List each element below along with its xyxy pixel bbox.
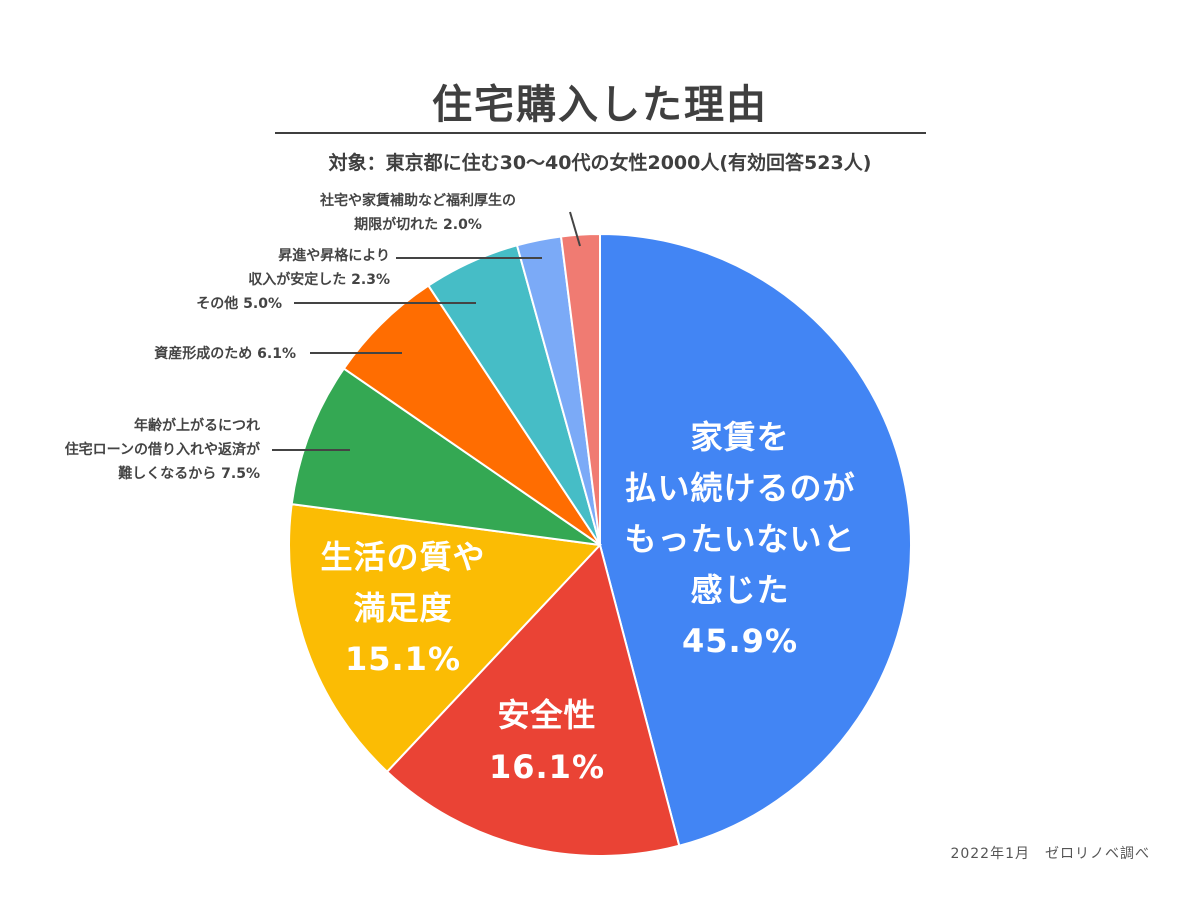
slice-age-loan [290, 367, 601, 546]
label-safety: 安全性 16.1% [489, 696, 605, 786]
label-rent-waste: 家賃を払い続けるのがもったいないと感じた 45.9% [624, 418, 855, 660]
chart-subtitle: 対象：東京都に住む30〜40代の女性2000人(有効回答523人) [328, 152, 872, 174]
label-rent-waste-line: 払い続けるのが [624, 469, 855, 507]
slice-rent-waste [599, 232, 912, 847]
slice-safety [385, 542, 681, 857]
label-housing-benefit-line: 社宅や家賃補助など福利厚生の [319, 192, 516, 209]
label-quality-of-life: 生活の質や満足度 15.1% [320, 538, 485, 678]
label-other: その他 5.0% [196, 295, 282, 312]
leader-housing-benefit [569, 211, 581, 247]
label-age-loan-line: 年齢が上がるにつれ [134, 417, 260, 434]
label-quality-of-life-line: 満足度 [353, 589, 452, 627]
label-age-loan-line: 住宅ローンの借り入れや返済が [65, 441, 261, 458]
slice-housing-benefit [559, 232, 601, 546]
label-rent-waste-line: 家賃を [690, 418, 789, 456]
source-note: 2022年1月 ゼロリノベ調べ [950, 846, 1150, 862]
label-promotion-income-line: 収入が安定した 2.3% [248, 271, 390, 288]
label-safety-line: 16.1% [489, 748, 605, 786]
label-housing-benefit-line: 期限が切れた 2.0% [354, 216, 482, 233]
label-rent-waste-line: 感じた [690, 571, 789, 609]
slice-quality-of-life [288, 502, 603, 774]
label-rent-waste-line: 45.9% [682, 622, 798, 660]
label-asset-building: 資産形成のため 6.1% [154, 345, 296, 362]
title-underline [275, 132, 926, 134]
label-promotion-income: 昇進や昇格により収入が安定した 2.3% [248, 247, 390, 288]
label-asset-building-line: 資産形成のため 6.1% [154, 345, 296, 362]
label-promotion-income-line: 昇進や昇格により [278, 247, 390, 264]
label-rent-waste-line: もったいないと [624, 520, 855, 558]
label-safety-line: 安全性 [497, 696, 596, 734]
label-housing-benefit: 社宅や家賃補助など福利厚生の期限が切れた 2.0% [319, 192, 516, 233]
label-quality-of-life-line: 生活の質や [320, 538, 485, 576]
label-other-line: その他 5.0% [196, 295, 282, 312]
label-age-loan: 年齢が上がるにつれ住宅ローンの借り入れや返済が難しくなるから 7.5% [65, 417, 261, 482]
slice-asset-building [342, 284, 601, 546]
label-age-loan-line: 難しくなるから 7.5% [118, 465, 260, 482]
chart-title: 住宅購入した理由 [432, 82, 768, 128]
label-quality-of-life-line: 15.1% [345, 640, 461, 678]
